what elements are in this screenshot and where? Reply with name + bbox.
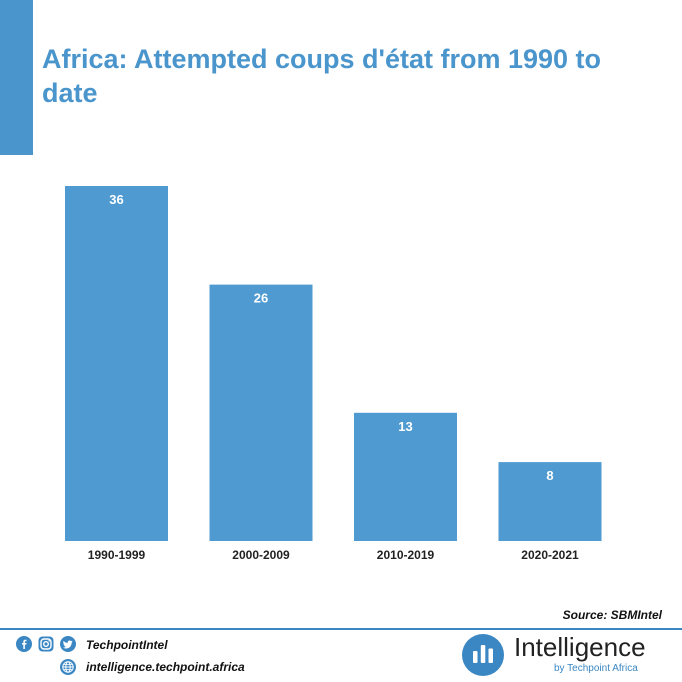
brand-name: Intelligence xyxy=(514,632,646,662)
data-label-2010-2019: 13 xyxy=(398,419,412,434)
x-tick-label-2020-2021: 2020-2021 xyxy=(521,548,579,562)
twitter-icon[interactable] xyxy=(60,636,76,652)
x-tick-labels-layer: 1990-1999 2000-2009 2010-2019 2020-2021 xyxy=(88,548,579,562)
bar-2020-2021 xyxy=(498,462,602,541)
bar-2000-2009 xyxy=(209,284,313,541)
bars-layer xyxy=(65,186,602,541)
website-link[interactable]: intelligence.techpoint.africa xyxy=(86,660,245,674)
footer-divider xyxy=(0,628,682,630)
bar-2010-2019 xyxy=(354,412,457,541)
instagram-icon[interactable] xyxy=(38,636,54,652)
data-labels-layer: 36 26 13 8 xyxy=(109,192,553,483)
bar-1990-1999 xyxy=(65,186,168,541)
x-tick-label-1990-1999: 1990-1999 xyxy=(88,548,146,562)
globe-icon xyxy=(60,659,76,675)
x-tick-label-2010-2019: 2010-2019 xyxy=(377,548,435,562)
data-label-2020-2021: 8 xyxy=(546,468,553,483)
accent-bar xyxy=(0,0,33,155)
x-tick-label-2000-2009: 2000-2009 xyxy=(232,548,290,562)
data-label-2000-2009: 26 xyxy=(254,291,268,306)
data-label-1990-1999: 36 xyxy=(109,192,123,207)
social-handle[interactable]: TechpointIntel xyxy=(86,638,168,652)
chart-title: Africa: Attempted coups d'état from 1990… xyxy=(42,44,602,108)
source-note: Source: SBMIntel xyxy=(562,608,662,622)
facebook-icon[interactable] xyxy=(16,636,32,652)
brand-tagline: by Techpoint Africa xyxy=(554,663,638,674)
intelligence-logo-icon xyxy=(462,634,504,676)
